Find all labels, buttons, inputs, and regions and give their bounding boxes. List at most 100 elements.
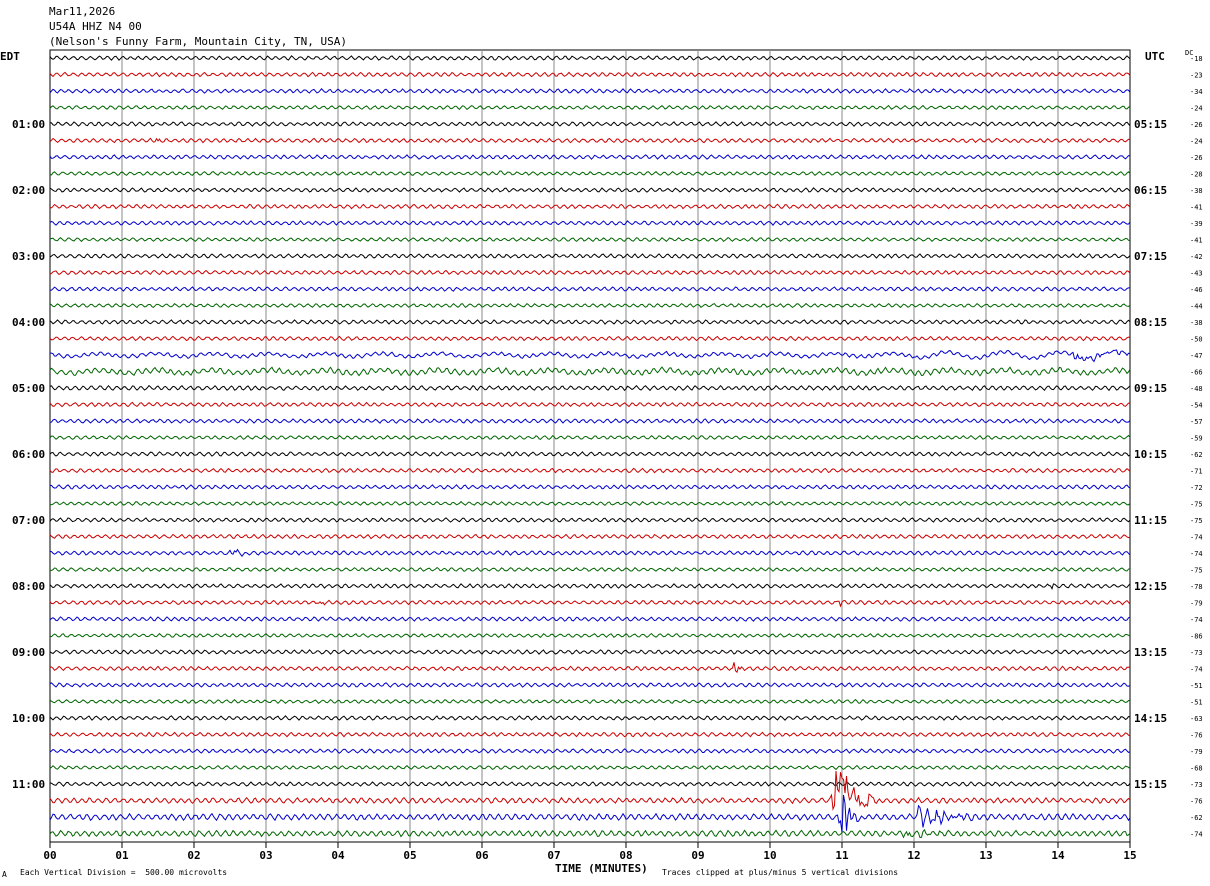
clip-note: Traces clipped at plus/minus 5 vertical … <box>662 868 899 877</box>
dc-offset-label: -38 <box>1190 319 1203 327</box>
dc-offset-label: -38 <box>1190 187 1203 195</box>
edt-hour-label: 04:00 <box>12 316 45 329</box>
dc-offset-label: -48 <box>1190 385 1203 393</box>
dc-offset-label: -62 <box>1190 814 1203 822</box>
trace-row <box>49 715 1131 721</box>
edt-hour-label: 03:00 <box>12 250 45 263</box>
utc-hour-label: 14:15 <box>1134 712 1167 725</box>
x-tick-label: 06 <box>475 849 489 862</box>
dc-offset-label: -86 <box>1190 633 1203 641</box>
x-tick-label: 05 <box>403 849 416 862</box>
edt-hour-label: 07:00 <box>12 514 45 527</box>
trace-row <box>49 731 1131 738</box>
x-tick-label: 08 <box>619 849 632 862</box>
trace-row <box>49 828 1131 839</box>
dc-label: DC <box>1185 49 1194 57</box>
header-date: Mar11,2026 <box>49 5 116 18</box>
trace-row <box>49 366 1131 377</box>
x-tick-label: 09 <box>691 849 704 862</box>
dc-offset-label: -79 <box>1190 600 1203 608</box>
utc-hour-label: 15:15 <box>1134 778 1167 791</box>
x-tick-label: 01 <box>115 849 129 862</box>
dc-offset-label: -23 <box>1190 72 1203 80</box>
dc-offset-label: -50 <box>1190 336 1203 344</box>
trace-row <box>49 451 1131 457</box>
dc-offset-label: -75 <box>1190 517 1203 525</box>
edt-hour-label: 01:00 <box>12 118 45 131</box>
trace-row <box>49 794 1131 833</box>
trace-row <box>49 770 1131 811</box>
dc-offset-label: -68 <box>1190 765 1203 773</box>
trace-row <box>49 500 1131 507</box>
dc-offset-label: -79 <box>1190 748 1203 756</box>
dc-offset-label: -74 <box>1190 550 1203 558</box>
trace-row <box>49 662 1131 674</box>
utc-hour-label: 09:15 <box>1134 382 1167 395</box>
trace-row <box>49 319 1131 325</box>
edt-hour-label: 06:00 <box>12 448 45 461</box>
x-tick-label: 13 <box>979 849 992 862</box>
utc-hour-label: 08:15 <box>1134 316 1167 329</box>
dc-offset-label: -54 <box>1190 402 1203 410</box>
dc-offset-label: -46 <box>1190 286 1203 294</box>
x-tick-label: 03 <box>259 849 272 862</box>
edt-hour-label: 10:00 <box>12 712 45 725</box>
corner-mark: A <box>2 870 7 879</box>
trace-row <box>49 220 1131 227</box>
utc-hour-label: 12:15 <box>1134 580 1167 593</box>
trace-row <box>49 599 1131 608</box>
left-axis-label: EDT <box>0 50 20 63</box>
trace-row <box>49 418 1131 424</box>
trace-row <box>49 71 1131 78</box>
dc-offset-label: -75 <box>1190 567 1203 575</box>
header-location: (Nelson's Funny Farm, Mountain City, TN,… <box>49 35 348 48</box>
dc-offset-label: -41 <box>1190 204 1203 212</box>
x-tick-label: 07 <box>547 849 560 862</box>
trace-row <box>49 335 1131 342</box>
right-axis-label: UTC <box>1145 50 1165 63</box>
dc-offset-label: -63 <box>1190 715 1203 723</box>
edt-hour-label: 05:00 <box>12 382 45 395</box>
dc-offset-label: -57 <box>1190 418 1203 426</box>
trace-row <box>49 533 1131 540</box>
trace-row <box>49 566 1131 573</box>
dc-offset-label: -34 <box>1190 88 1203 96</box>
trace-row <box>49 434 1131 441</box>
x-tick-label: 11 <box>835 849 849 862</box>
trace-row <box>49 154 1131 160</box>
edt-hour-label: 11:00 <box>12 778 45 791</box>
utc-hour-label: 13:15 <box>1134 646 1167 659</box>
edt-hour-label: 08:00 <box>12 580 45 593</box>
trace-row <box>49 632 1131 639</box>
utc-hour-label: 10:15 <box>1134 448 1167 461</box>
x-axis-title: TIME (MINUTES) <box>555 862 648 875</box>
edt-hour-label: 02:00 <box>12 184 45 197</box>
trace-row <box>49 286 1131 292</box>
scale-note: Each Vertical Division = 500.00 microvol… <box>20 868 228 877</box>
dc-offset-label: -59 <box>1190 435 1203 443</box>
dc-offset-label: -24 <box>1190 105 1203 113</box>
dc-offset-label: -18 <box>1190 55 1203 63</box>
dc-offset-label: -39 <box>1190 220 1203 228</box>
dc-offset-label: -74 <box>1190 534 1203 542</box>
dc-offset-label: -66 <box>1190 369 1203 377</box>
utc-hour-label: 07:15 <box>1134 250 1167 263</box>
trace-row <box>49 583 1131 590</box>
header-station: U54A HHZ N4 00 <box>49 20 142 33</box>
trace-row <box>49 764 1131 771</box>
dc-offset-label: -71 <box>1190 468 1203 476</box>
dc-offset-label: -72 <box>1190 484 1203 492</box>
dc-offset-label: -76 <box>1190 798 1203 806</box>
utc-hour-label: 11:15 <box>1134 514 1167 527</box>
utc-hour-label: 05:15 <box>1134 118 1167 131</box>
trace-row <box>49 548 1131 558</box>
dc-offset-label: -51 <box>1190 699 1203 707</box>
trace-row <box>49 517 1131 523</box>
trace-row <box>49 682 1131 688</box>
trace-row <box>49 484 1131 490</box>
dc-offset-label: -76 <box>1190 732 1203 740</box>
dc-offset-label: -44 <box>1190 303 1203 311</box>
dc-offset-label: -47 <box>1190 352 1203 360</box>
trace-row <box>49 467 1131 474</box>
trace-row <box>49 170 1131 177</box>
